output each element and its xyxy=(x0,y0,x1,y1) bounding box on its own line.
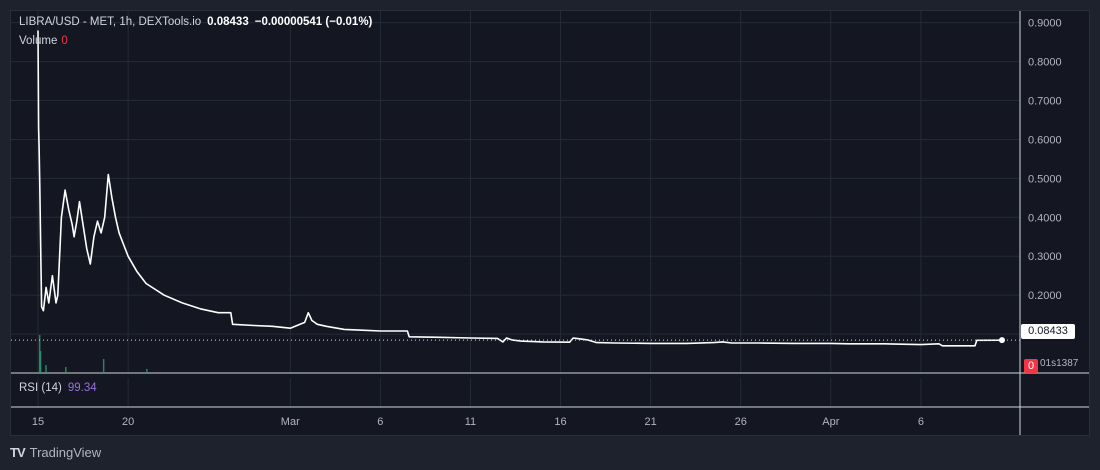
volume-value: 0 xyxy=(61,35,68,47)
last-price-label: 0.08433 xyxy=(1021,324,1075,339)
y-tick-label: 0.6000 xyxy=(1028,134,1062,146)
symbol-label: LIBRA/USD - MET, 1h, DEXTools.io xyxy=(19,16,202,28)
tradingview-brand[interactable]: TV TradingView xyxy=(10,445,101,460)
chart-frame xyxy=(10,10,1090,436)
x-tick-label: Mar xyxy=(281,416,300,428)
x-tick-label: 16 xyxy=(554,416,566,428)
x-tick-label: 21 xyxy=(645,416,657,428)
volume-bar xyxy=(146,369,148,373)
rsi-value: 99.34 xyxy=(67,382,97,394)
volume-bar xyxy=(65,367,67,373)
rsi-legend: RSI (14) 99.34 xyxy=(19,382,97,394)
y-tick-label: 0.8000 xyxy=(1028,57,1062,69)
volume-bar xyxy=(102,359,105,373)
x-tick-label: 26 xyxy=(735,416,747,428)
volume-bar xyxy=(45,365,47,373)
chart-legend: LIBRA/USD - MET, 1h, DEXTools.io 0.08433−… xyxy=(19,16,372,28)
volume-bar xyxy=(39,351,42,373)
price-series-line xyxy=(37,30,1003,347)
y-tick-label: 0.3000 xyxy=(1028,251,1062,263)
tradingview-logo-icon: TV xyxy=(10,445,26,460)
x-tick-label: 11 xyxy=(465,416,476,428)
last-price-marker xyxy=(998,337,1005,344)
last-price: 0.08433 xyxy=(207,16,249,28)
rsi-label: RSI (14) xyxy=(19,382,62,394)
volume-badge: 0 xyxy=(1024,359,1038,373)
y-tick-label: 0.2000 xyxy=(1028,290,1062,302)
x-tick-label: 6 xyxy=(918,416,924,428)
y-tick-label: 0.9000 xyxy=(1028,18,1062,30)
y-tick-label: 0.4000 xyxy=(1028,212,1062,224)
price-change: −0.00000541 (−0.01%) xyxy=(254,16,373,28)
volume-legend: Volume 0 xyxy=(19,35,68,47)
x-tick-label: 15 xyxy=(32,416,44,428)
volume-extra-label: 01s1387 xyxy=(1040,358,1079,369)
x-tick-label: 20 xyxy=(122,416,134,428)
y-tick-label: 0.5000 xyxy=(1028,173,1062,185)
y-tick-label: 0.7000 xyxy=(1028,96,1062,108)
volume-bar xyxy=(38,335,41,373)
brand-name: TradingView xyxy=(29,445,102,460)
x-tick-label: Apr xyxy=(822,416,839,428)
volume-label: Volume xyxy=(19,35,58,47)
x-tick-label: 6 xyxy=(377,416,383,428)
